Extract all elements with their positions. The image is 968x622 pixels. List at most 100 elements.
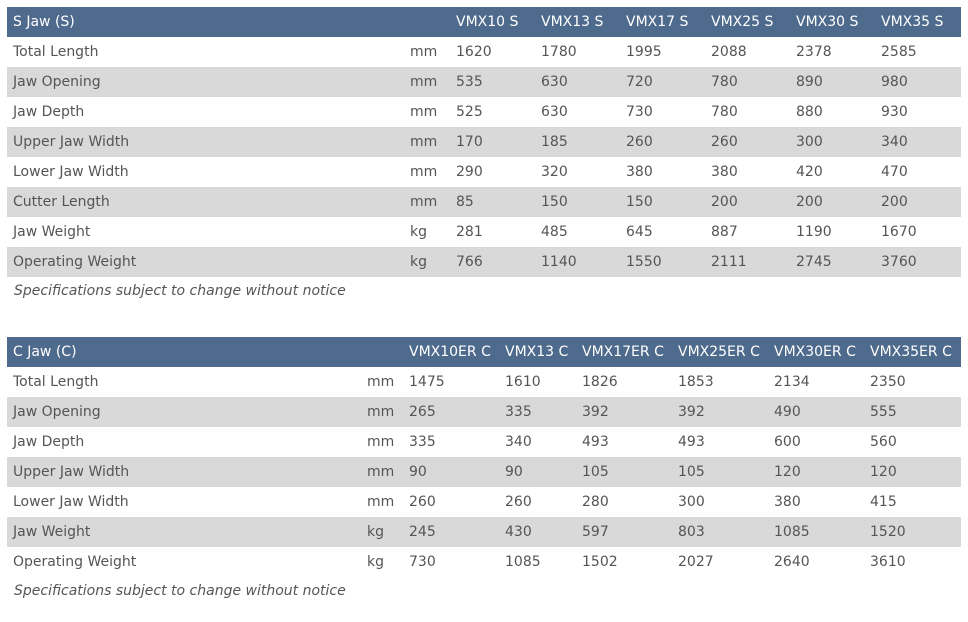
table-cell: 260 [403,487,499,517]
table-cell: 3760 [875,247,961,277]
table-cell: 150 [535,187,620,217]
table-cell: 120 [768,457,864,487]
row-label: Jaw Weight [7,517,361,547]
model-header: VMX13 C [499,337,576,367]
row-label: Cutter Length [7,187,404,217]
row-unit: mm [404,127,450,157]
row-unit: mm [404,157,450,187]
table-cell: 766 [450,247,535,277]
model-header: VMX30ER C [768,337,864,367]
table-cell: 2350 [864,367,961,397]
table-row: Jaw Depth mm 335 340 493 493 600 560 [7,427,961,457]
table-cell: 1520 [864,517,961,547]
table-cell: 1085 [768,517,864,547]
table-cell: 300 [672,487,768,517]
row-unit: mm [361,427,403,457]
table-cell: 105 [576,457,672,487]
model-header: VMX17 S [620,7,705,37]
row-unit: kg [361,547,403,577]
row-label: Jaw Weight [7,217,404,247]
row-label: Total Length [7,37,404,67]
table-cell: 1502 [576,547,672,577]
table-cell: 525 [450,97,535,127]
table-cell: 980 [875,67,961,97]
table-cell: 880 [790,97,875,127]
model-header: VMX17ER C [576,337,672,367]
table-cell: 1826 [576,367,672,397]
table-cell: 2027 [672,547,768,577]
table-cell: 265 [403,397,499,427]
table-cell: 1995 [620,37,705,67]
table-row: Upper Jaw Width mm 90 90 105 105 120 120 [7,457,961,487]
row-unit: mm [361,397,403,427]
table-cell: 380 [620,157,705,187]
model-header: VMX10ER C [403,337,499,367]
table-cell: 730 [403,547,499,577]
table-body: Total Length mm 1475 1610 1826 1853 2134 2350 Ja… [7,367,961,577]
row-unit: mm [404,67,450,97]
row-unit: mm [404,187,450,217]
table-title: C Jaw (C) [7,337,361,367]
table-cell: 105 [672,457,768,487]
table-cell: 380 [768,487,864,517]
table-cell: 335 [403,427,499,457]
table-cell: 1610 [499,367,576,397]
row-unit: kg [404,247,450,277]
row-label: Total Length [7,367,361,397]
table-cell: 260 [705,127,790,157]
unit-header [361,337,403,367]
row-unit: mm [361,487,403,517]
table-row: Jaw Depth mm 525 630 730 780 880 930 [7,97,961,127]
table-cell: 85 [450,187,535,217]
table-row: Jaw Weight kg 245 430 597 803 1085 1520 [7,517,961,547]
row-unit: mm [361,367,403,397]
table-cell: 2111 [705,247,790,277]
table-cell: 185 [535,127,620,157]
table-cell: 150 [620,187,705,217]
row-unit: mm [404,97,450,127]
table-cell: 2134 [768,367,864,397]
row-label: Jaw Opening [7,67,404,97]
model-header: VMX35ER C [864,337,961,367]
model-header: VMX25ER C [672,337,768,367]
table-cell: 340 [499,427,576,457]
table-cell: 780 [705,67,790,97]
table-cell: 260 [499,487,576,517]
table-cell: 630 [535,97,620,127]
row-label: Upper Jaw Width [7,457,361,487]
unit-header [404,7,450,37]
table-cell: 335 [499,397,576,427]
table-cell: 340 [875,127,961,157]
table-header: C Jaw (C) VMX10ER C VMX13 C VMX17ER C VM… [7,337,961,367]
model-header: VMX30 S [790,7,875,37]
table-cell: 600 [768,427,864,457]
table-cell: 1550 [620,247,705,277]
row-unit: kg [361,517,403,547]
table-cell: 430 [499,517,576,547]
table-header: S Jaw (S) VMX10 S VMX13 S VMX17 S VMX25 … [7,7,961,37]
model-header: VMX35 S [875,7,961,37]
row-label: Lower Jaw Width [7,157,404,187]
table-cell: 2585 [875,37,961,67]
row-unit: kg [404,217,450,247]
table-row: Operating Weight kg 766 1140 1550 2111 2745 376… [7,247,961,277]
disclaimer-note: Specifications subject to change without… [14,583,346,599]
table-cell: 1853 [672,367,768,397]
table-cell: 1190 [790,217,875,247]
table-cell: 720 [620,67,705,97]
table-cell: 780 [705,97,790,127]
table-cell: 1475 [403,367,499,397]
table-cell: 555 [864,397,961,427]
table-cell: 200 [790,187,875,217]
table-cell: 200 [705,187,790,217]
table-row: Jaw Opening mm 265 335 392 392 490 555 [7,397,961,427]
table-cell: 2378 [790,37,875,67]
table-row: Total Length mm 1620 1780 1995 2088 2378 2585 [7,37,961,67]
model-header: VMX13 S [535,7,620,37]
table-cell: 415 [864,487,961,517]
table-cell: 730 [620,97,705,127]
table-cell: 930 [875,97,961,127]
table-cell: 890 [790,67,875,97]
row-unit: mm [404,37,450,67]
table-row: Jaw Weight kg 281 485 645 887 1190 1670 [7,217,961,247]
